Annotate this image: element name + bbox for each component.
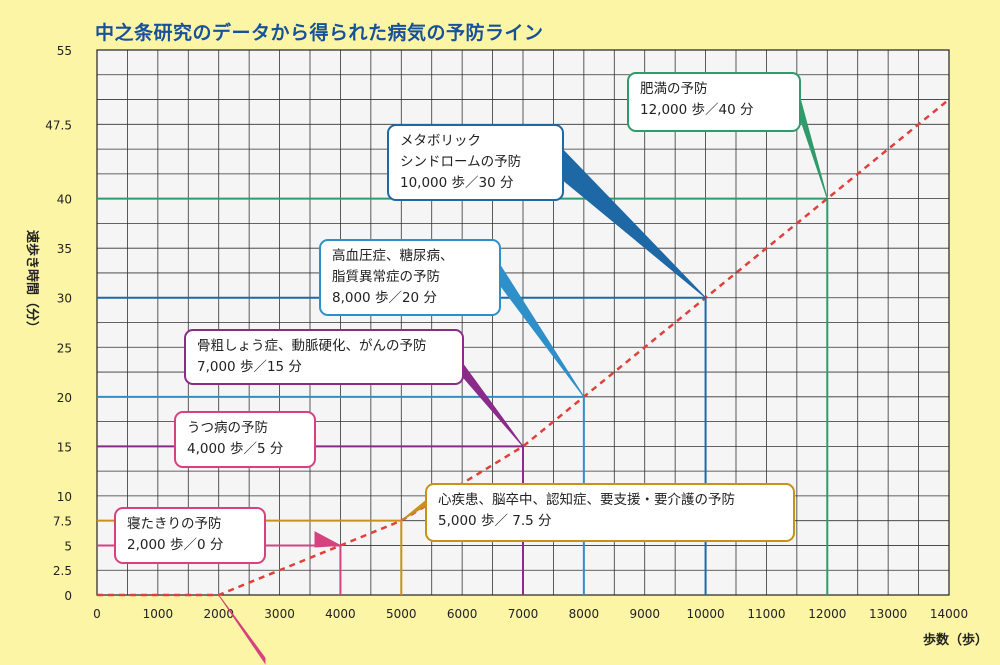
y-tick-label: 20 bbox=[57, 391, 72, 405]
y-tick-label: 40 bbox=[57, 193, 72, 207]
callout-box bbox=[114, 507, 266, 564]
x-tick-label: 14000 bbox=[930, 607, 968, 621]
threshold-callout: 寝たきりの予防 2,000 歩／0 分 bbox=[114, 507, 266, 665]
x-tick-label: 7000 bbox=[508, 607, 539, 621]
y-tick-label: 25 bbox=[57, 341, 72, 355]
callout-box bbox=[319, 239, 501, 316]
callout-box bbox=[387, 124, 564, 201]
callout-text: 脂質異常症の予防 bbox=[332, 269, 440, 285]
x-tick-label: 3000 bbox=[264, 607, 295, 621]
callout-layer: 寝たきりの予防 2,000 歩／0 分 うつ病の予防 4,000 歩／5 分心疾患、脳… bbox=[114, 72, 828, 665]
callout-pointer bbox=[314, 531, 343, 548]
chart-title: 中之条研究のデータから得られた病気の予防ライン bbox=[95, 22, 544, 44]
threshold-callout: うつ病の予防 4,000 歩／5 分 bbox=[174, 411, 343, 548]
threshold-callout: 肥満の予防 12,000 歩／40 分 bbox=[627, 72, 828, 199]
x-tick-label: 6000 bbox=[447, 607, 478, 621]
callout-box bbox=[425, 483, 795, 542]
callout-text: うつ病の予防 bbox=[187, 420, 268, 436]
callout-text: 7,000 歩／15 分 bbox=[197, 359, 302, 375]
callout-text: 心疾患、脳卒中、認知症、要支援・要介護の予防 bbox=[438, 491, 735, 508]
x-tick-label: 10000 bbox=[686, 607, 724, 621]
y-tick-label: 0 bbox=[64, 589, 72, 603]
callout-text: メタボリック bbox=[400, 133, 481, 149]
y-tick-label: 5 bbox=[64, 539, 72, 553]
series-layer bbox=[97, 98, 950, 597]
x-tick-label: 9000 bbox=[629, 607, 660, 621]
series-line bbox=[97, 98, 950, 597]
callout-text: 高血圧症、糖尿病、 bbox=[332, 247, 454, 264]
threshold-callout: 骨粗しょう症、動脈硬化、がんの予防 7,000 歩／15 分 bbox=[184, 329, 524, 447]
callout-box bbox=[627, 72, 801, 132]
x-tick-label: 11000 bbox=[747, 607, 785, 621]
callout-text: 10,000 歩／30 分 bbox=[400, 175, 514, 191]
x-tick-label: 13000 bbox=[869, 607, 907, 621]
x-tick-label: 1000 bbox=[143, 607, 174, 621]
y-axis-label: 速歩き時間（分） bbox=[24, 230, 40, 334]
y-tick-label: 15 bbox=[57, 440, 72, 454]
callout-text: 骨粗しょう症、動脈硬化、がんの予防 bbox=[197, 338, 427, 354]
y-tick-label: 47.5 bbox=[45, 118, 72, 132]
threshold-callout: 高血圧症、糖尿病、脂質異常症の予防 8,000 歩／20 分 bbox=[319, 239, 585, 398]
x-tick-label: 5000 bbox=[386, 607, 417, 621]
x-tick-label: 12000 bbox=[808, 607, 846, 621]
y-tick-label: 35 bbox=[57, 242, 72, 256]
threshold-callout: 心疾患、脳卒中、認知症、要支援・要介護の予防 5,000 歩／ 7.5 分 bbox=[400, 483, 795, 542]
callout-text: 寝たきりの予防 bbox=[127, 515, 222, 532]
x-tick-label: 8000 bbox=[569, 607, 600, 621]
tick-layer: 0 1000 2000 3000 4000 5000 6000 7000 8000 9000 100… bbox=[45, 44, 968, 621]
callout-text: シンドロームの予防 bbox=[400, 154, 521, 170]
callout-text: 8,000 歩／20 分 bbox=[332, 290, 437, 306]
callout-text: 肥満の予防 bbox=[640, 81, 708, 97]
callout-box bbox=[184, 329, 464, 385]
y-tick-label: 7.5 bbox=[53, 515, 72, 529]
y-tick-label: 30 bbox=[57, 292, 72, 306]
callout-text: 4,000 歩／5 分 bbox=[187, 441, 283, 457]
callout-text: 5,000 歩／ 7.5 分 bbox=[438, 513, 552, 529]
x-tick-label: 0 bbox=[93, 607, 101, 621]
callout-box bbox=[174, 411, 316, 468]
callout-pointer bbox=[218, 594, 266, 665]
y-tick-label: 10 bbox=[57, 490, 72, 504]
x-tick-label: 2000 bbox=[203, 607, 234, 621]
callout-text: 2,000 歩／0 分 bbox=[127, 537, 223, 553]
x-axis-label: 歩数（歩） bbox=[923, 632, 988, 648]
callout-text: 12,000 歩／40 分 bbox=[640, 102, 754, 118]
y-tick-label: 55 bbox=[57, 44, 72, 58]
y-tick-label: 2.5 bbox=[53, 564, 72, 578]
x-tick-label: 4000 bbox=[325, 607, 356, 621]
